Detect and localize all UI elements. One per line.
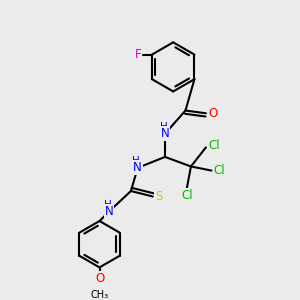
Text: Cl: Cl xyxy=(208,139,220,152)
Text: CH₃: CH₃ xyxy=(91,290,109,300)
Text: Cl: Cl xyxy=(214,164,225,177)
Text: F: F xyxy=(134,48,141,61)
Text: O: O xyxy=(208,107,218,120)
Text: Cl: Cl xyxy=(181,189,193,203)
Text: S: S xyxy=(155,190,162,203)
Text: N: N xyxy=(133,161,142,174)
Text: H: H xyxy=(160,122,167,132)
Text: N: N xyxy=(160,127,169,140)
Text: O: O xyxy=(95,272,104,285)
Text: N: N xyxy=(105,205,113,218)
Text: H: H xyxy=(104,200,112,210)
Text: H: H xyxy=(133,156,140,166)
